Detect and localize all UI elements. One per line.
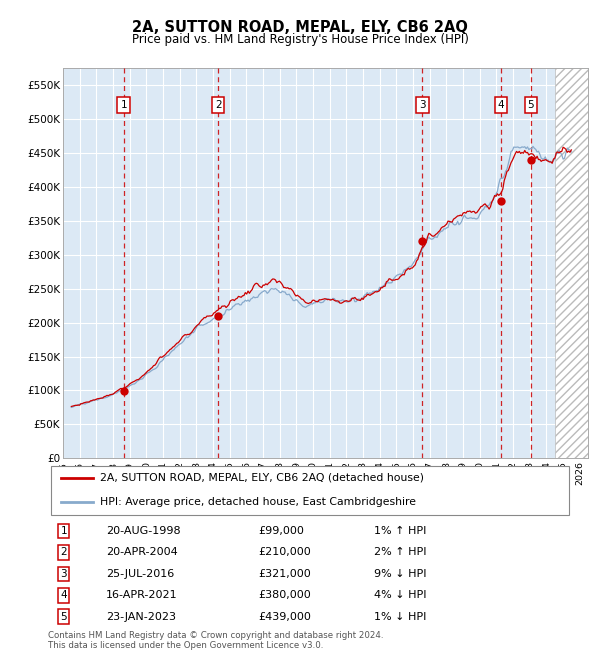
Text: 3: 3 [419,100,426,110]
Text: 2: 2 [215,100,221,110]
Text: 20-AUG-1998: 20-AUG-1998 [106,526,181,536]
Text: 4: 4 [61,590,67,600]
Text: £321,000: £321,000 [258,569,311,578]
Text: £210,000: £210,000 [258,547,311,557]
Text: 2A, SUTTON ROAD, MEPAL, ELY, CB6 2AQ: 2A, SUTTON ROAD, MEPAL, ELY, CB6 2AQ [132,20,468,34]
Text: 1% ↑ HPI: 1% ↑ HPI [373,526,426,536]
Text: 4% ↓ HPI: 4% ↓ HPI [373,590,426,600]
Text: 2A, SUTTON ROAD, MEPAL, ELY, CB6 2AQ (detached house): 2A, SUTTON ROAD, MEPAL, ELY, CB6 2AQ (de… [101,473,425,483]
Text: 16-APR-2021: 16-APR-2021 [106,590,178,600]
Text: 20-APR-2004: 20-APR-2004 [106,547,178,557]
Bar [554,68,588,458]
Text: Price paid vs. HM Land Registry's House Price Index (HPI): Price paid vs. HM Land Registry's House … [131,32,469,46]
Text: 9% ↓ HPI: 9% ↓ HPI [373,569,426,578]
Text: 5: 5 [527,100,534,110]
Text: HPI: Average price, detached house, East Cambridgeshire: HPI: Average price, detached house, East… [101,497,416,508]
Text: Contains HM Land Registry data © Crown copyright and database right 2024.
This d: Contains HM Land Registry data © Crown c… [48,630,383,650]
Text: £439,000: £439,000 [258,612,311,621]
Text: 25-JUL-2016: 25-JUL-2016 [106,569,174,578]
FancyBboxPatch shape [50,465,569,515]
Text: 4: 4 [498,100,505,110]
Text: 5: 5 [61,612,67,621]
Text: 23-JAN-2023: 23-JAN-2023 [106,612,176,621]
Text: 1: 1 [61,526,67,536]
Text: 3: 3 [61,569,67,578]
Text: 2: 2 [61,547,67,557]
Text: £380,000: £380,000 [258,590,311,600]
Text: 1: 1 [121,100,127,110]
Text: 1% ↓ HPI: 1% ↓ HPI [373,612,426,621]
Text: 2% ↑ HPI: 2% ↑ HPI [373,547,426,557]
Text: £99,000: £99,000 [258,526,304,536]
